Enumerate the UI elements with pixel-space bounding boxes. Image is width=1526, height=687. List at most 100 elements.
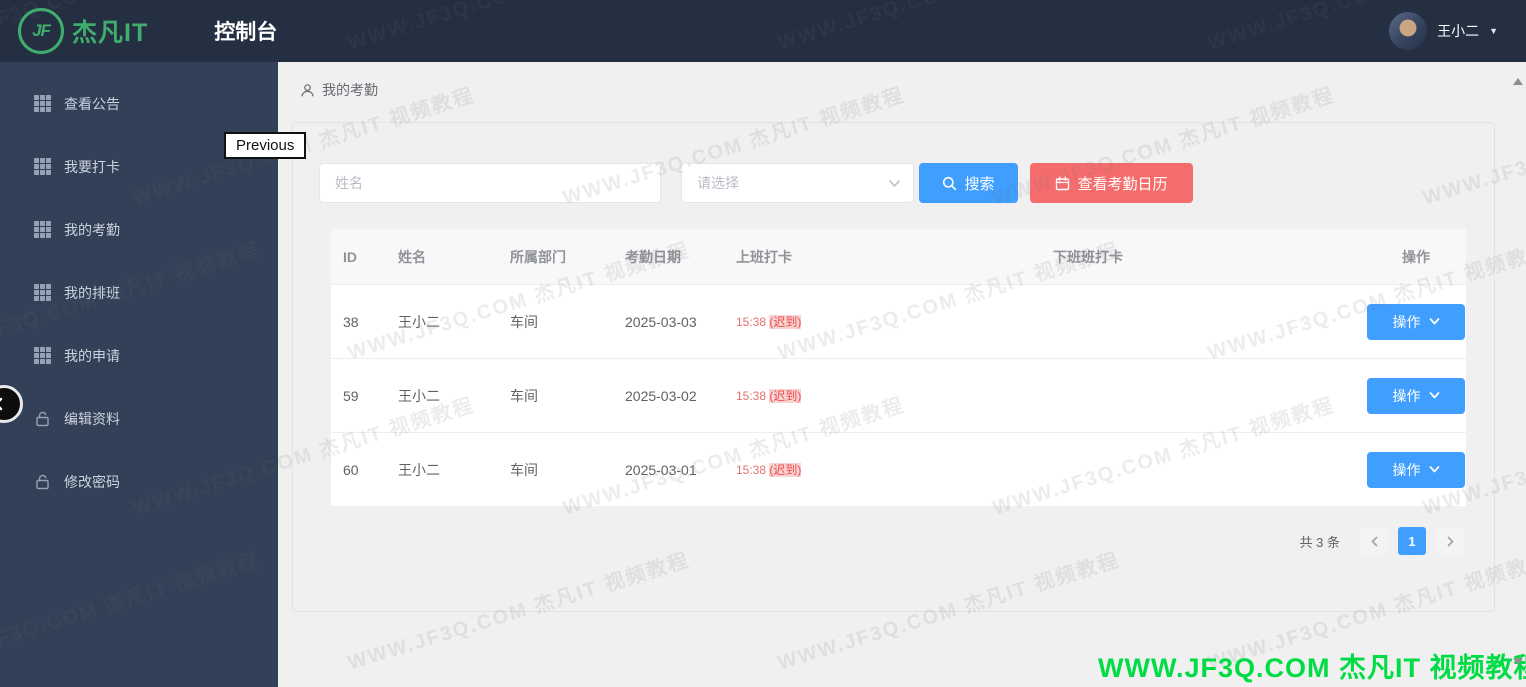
calendar-icon bbox=[1056, 176, 1070, 190]
sidebar-item-change-password[interactable]: 修改密码 bbox=[0, 450, 278, 513]
search-button[interactable]: 搜索 bbox=[919, 163, 1018, 203]
grid-icon bbox=[34, 284, 51, 301]
unlock-icon bbox=[34, 410, 51, 427]
scrollbar[interactable] bbox=[1512, 62, 1526, 687]
cell-action: 操作 bbox=[1366, 451, 1466, 488]
sidebar: 查看公告我要打卡我的考勤我的排班我的申请编辑资料修改密码 bbox=[0, 62, 278, 687]
cell-department: 车间 bbox=[510, 461, 538, 478]
cell-date: 2025-03-01 bbox=[625, 461, 697, 478]
brand-logo: JF 杰凡IT bbox=[0, 8, 148, 54]
cell-date: 2025-03-03 bbox=[625, 313, 697, 330]
chevron-left-icon bbox=[0, 397, 3, 411]
grid-icon bbox=[34, 347, 51, 364]
select-placeholder: 请选择 bbox=[697, 175, 739, 191]
table-row: 60 王小二 车间 2025-03-01 15:38 (迟到) 操作 bbox=[331, 432, 1466, 506]
name-input[interactable] bbox=[319, 163, 661, 203]
column-header: 所属部门 bbox=[510, 248, 566, 265]
cell-name: 王小二 bbox=[398, 313, 440, 330]
cell-action: 操作 bbox=[1366, 303, 1466, 340]
sidebar-item-label: 查看公告 bbox=[64, 95, 120, 112]
pagination: 共 3 条 1 bbox=[1300, 527, 1464, 555]
sidebar-item-label: 我的排班 bbox=[64, 284, 120, 301]
chevron-left-icon bbox=[1371, 536, 1377, 546]
main-content: 我的考勤 请选择 搜索 bbox=[278, 62, 1526, 687]
sidebar-item-view-announcements[interactable]: 查看公告 bbox=[0, 72, 278, 135]
sidebar-item-label: 我的考勤 bbox=[64, 221, 120, 238]
caret-down-icon: ▼ bbox=[1489, 26, 1498, 36]
cell-id: 59 bbox=[343, 387, 359, 404]
attendance-table: ID 姓名 所属部门 考勤日期 上班打卡 下班班打卡 操作 38 王小二 车间 2025-03-0… bbox=[331, 229, 1466, 506]
filter-select[interactable]: 请选择 bbox=[681, 163, 914, 203]
cell-id: 38 bbox=[343, 313, 359, 330]
console-title: 控制台 bbox=[214, 21, 278, 44]
search-icon bbox=[943, 176, 957, 190]
column-header: 上班打卡 bbox=[736, 248, 792, 265]
search-button-label: 搜索 bbox=[964, 175, 995, 193]
row-action-button[interactable]: 操作 bbox=[1367, 377, 1465, 414]
sidebar-item-my-attendance[interactable]: 我的考勤 bbox=[0, 198, 278, 261]
user-menu[interactable]: 王小二 ▼ bbox=[1389, 0, 1498, 62]
chevron-down-icon bbox=[1429, 318, 1439, 325]
sidebar-item-my-schedule[interactable]: 我的排班 bbox=[0, 261, 278, 324]
breadcrumb-label: 我的考勤 bbox=[322, 82, 378, 98]
page-1-button[interactable]: 1 bbox=[1398, 527, 1426, 555]
table-row: 38 王小二 车间 2025-03-03 15:38 (迟到) 操作 bbox=[331, 284, 1466, 358]
sidebar-item-label: 修改密码 bbox=[64, 473, 120, 490]
cell-date: 2025-03-02 bbox=[625, 387, 697, 404]
chevron-down-icon bbox=[889, 179, 900, 187]
column-header: ID bbox=[343, 248, 357, 265]
sidebar-item-edit-profile[interactable]: 编辑资料 bbox=[0, 387, 278, 450]
table-row: 59 王小二 车间 2025-03-02 15:38 (迟到) 操作 bbox=[331, 358, 1466, 432]
cell-department: 车间 bbox=[510, 387, 538, 404]
checkin-time: 15:38 bbox=[736, 315, 770, 329]
cell-name: 王小二 bbox=[398, 461, 440, 478]
calendar-button-label: 查看考勤日历 bbox=[1077, 175, 1168, 193]
grid-icon bbox=[34, 158, 51, 175]
table-body: 38 王小二 车间 2025-03-03 15:38 (迟到) 操作 59 王小二 车间 2025… bbox=[331, 284, 1466, 506]
cell-action: 操作 bbox=[1366, 377, 1466, 414]
view-calendar-button[interactable]: 查看考勤日历 bbox=[1030, 163, 1193, 203]
next-page-button[interactable] bbox=[1436, 527, 1464, 555]
grid-icon bbox=[34, 95, 51, 112]
late-tag: (迟到) bbox=[769, 463, 802, 477]
column-header: 考勤日期 bbox=[625, 248, 681, 265]
row-action-button[interactable]: 操作 bbox=[1367, 451, 1465, 488]
breadcrumb: 我的考勤 bbox=[300, 80, 1526, 100]
column-header: 操作 bbox=[1402, 248, 1430, 265]
checkin-time: 15:38 bbox=[736, 389, 770, 403]
late-tag: (迟到) bbox=[769, 389, 802, 403]
cell-id: 60 bbox=[343, 461, 359, 478]
row-action-button[interactable]: 操作 bbox=[1367, 303, 1465, 340]
column-header: 下班班打卡 bbox=[1053, 248, 1123, 265]
table-header-row: ID 姓名 所属部门 考勤日期 上班打卡 下班班打卡 操作 bbox=[331, 229, 1466, 284]
row-action-label: 操作 bbox=[1392, 461, 1421, 478]
cell-checkin: 15:38 (迟到) bbox=[724, 387, 1041, 404]
filter-bar: 请选择 搜索 查看考勤日历 bbox=[319, 163, 1193, 203]
cell-name: 王小二 bbox=[398, 387, 440, 404]
previous-tooltip: Previous bbox=[224, 132, 307, 159]
content-card: 请选择 搜索 查看考勤日历 bbox=[292, 122, 1495, 612]
cell-department: 车间 bbox=[510, 313, 538, 330]
prev-page-button[interactable] bbox=[1360, 527, 1388, 555]
chevron-right-icon bbox=[1447, 536, 1453, 546]
row-action-label: 操作 bbox=[1392, 313, 1421, 330]
late-tag: (迟到) bbox=[769, 315, 802, 329]
scroll-down-icon[interactable] bbox=[1513, 658, 1523, 665]
brand-name: 杰凡IT bbox=[72, 19, 149, 47]
scroll-up-icon[interactable] bbox=[1513, 78, 1523, 85]
chevron-down-icon bbox=[1429, 392, 1439, 399]
sidebar-menu: 查看公告我要打卡我的考勤我的排班我的申请编辑资料修改密码 bbox=[0, 72, 278, 513]
user-name: 王小二 bbox=[1437, 23, 1480, 39]
sidebar-item-my-applications[interactable]: 我的申请 bbox=[0, 324, 278, 387]
cell-checkin: 15:38 (迟到) bbox=[724, 313, 1041, 330]
sidebar-item-label: 我的申请 bbox=[64, 347, 120, 364]
sidebar-item-clock-in[interactable]: 我要打卡 bbox=[0, 135, 278, 198]
pagination-total: 共 3 条 bbox=[1299, 534, 1340, 550]
sidebar-item-label: 编辑资料 bbox=[64, 410, 120, 427]
cell-checkin: 15:38 (迟到) bbox=[724, 461, 1041, 478]
sidebar-item-label: 我要打卡 bbox=[64, 158, 120, 175]
top-header: JF 杰凡IT 控制台 王小二 ▼ bbox=[0, 0, 1526, 62]
avatar[interactable] bbox=[1389, 12, 1428, 50]
checkin-time: 15:38 bbox=[736, 463, 770, 477]
brand-logo-icon: JF bbox=[18, 8, 64, 54]
